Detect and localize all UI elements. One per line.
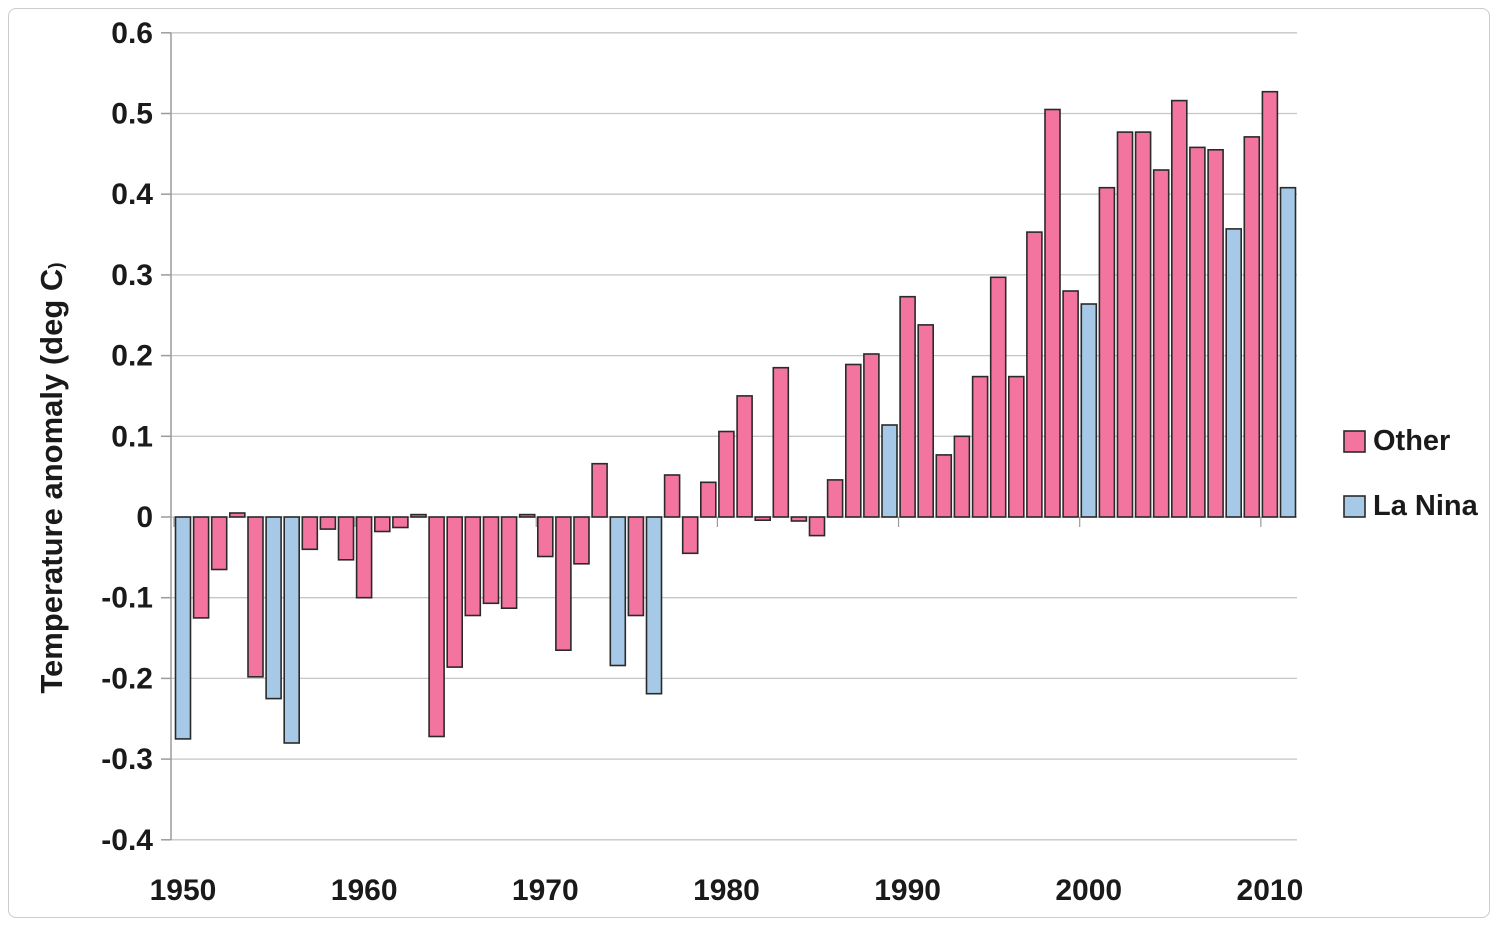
bar-1969-other (518, 513, 536, 518)
bar-1987-other (844, 363, 862, 518)
bar-2006-other (1189, 146, 1206, 518)
bar-1982-other (754, 516, 772, 522)
legend-label-other: Other (1373, 425, 1450, 457)
bar-1985-other (808, 516, 826, 537)
x-tick-label: 1980 (693, 874, 760, 907)
x-tick-label: 2000 (1055, 874, 1122, 907)
bar-1989-la-nina (881, 424, 898, 518)
y-axis-title-paren: ) (46, 262, 67, 268)
bar-1976-la-nina (645, 516, 663, 695)
bar-1992-other (935, 454, 953, 518)
bar-1972-other (573, 516, 590, 565)
bar-1978-other (681, 516, 699, 555)
bar-2008-la-nina (1225, 228, 1242, 518)
y-tick-label: 0.2 (111, 340, 153, 373)
bar-2004-other (1152, 169, 1170, 518)
bar-1960-other (355, 516, 373, 599)
bar-1995-other (989, 276, 1007, 518)
legend: Other La Nina (1343, 425, 1479, 522)
bar-1973-other (591, 462, 608, 518)
bar-2010-other (1261, 90, 1279, 518)
bar-1965-other (446, 516, 464, 668)
bar-1959-other (337, 516, 355, 561)
bar-1993-other (953, 435, 971, 518)
bar-1998-other (1044, 108, 1061, 518)
bar-1997-other (1026, 231, 1043, 518)
x-tick-label: 1960 (331, 874, 398, 907)
bar-1961-other (373, 516, 391, 533)
bar-2011-la-nina (1279, 186, 1297, 518)
bar-1962-other (392, 516, 409, 529)
bar-1951-other (192, 516, 210, 619)
bar-1963-other (410, 513, 427, 518)
bar-1981-other (736, 395, 753, 518)
bar-1975-other (627, 516, 645, 617)
y-tick-label: 0 (136, 501, 153, 534)
bar-1974-la-nina (609, 516, 627, 667)
y-tick-label: -0.1 (101, 582, 153, 615)
y-tick-label: 0.4 (111, 178, 153, 211)
bar-1980-other (718, 430, 735, 518)
bar-1977-other (663, 474, 681, 518)
legend-swatch-other (1343, 430, 1366, 453)
bar-1954-other (247, 516, 264, 678)
bar-2003-other (1134, 131, 1152, 518)
bar-1983-other (772, 366, 790, 518)
y-tick-label: 0.3 (111, 259, 153, 292)
bar-1952-other (210, 516, 228, 571)
y-tick-label: 0.5 (111, 98, 153, 131)
bar-1990-other (899, 295, 916, 518)
y-tick-label: -0.2 (101, 662, 153, 695)
bar-2007-other (1207, 149, 1224, 518)
y-axis-title: Temperature anomaly (deg C) (34, 262, 69, 693)
bar-1971-other (555, 516, 572, 651)
y-tick-label: 0.1 (111, 420, 153, 453)
bar-1984-other (790, 516, 808, 522)
legend-swatch-la-nina (1343, 495, 1366, 518)
plot-area: 0.6 0.5 0.4 0.3 0.2 0.1 0 -0.1 -0.2 -0.3 -0.4 1950 1… (101, 17, 1303, 907)
bar-1970-other (536, 516, 554, 558)
bar-1967-other (482, 516, 500, 605)
bar-1996-other (1007, 375, 1025, 518)
bar-2002-other (1116, 131, 1134, 518)
bar-1950-la-nina (174, 516, 192, 740)
y-tick-label: -0.3 (101, 743, 153, 776)
bar-2009-other (1243, 136, 1261, 518)
x-tick-label: 1950 (150, 874, 217, 907)
bar-1991-other (917, 324, 935, 518)
bar-2001-other (1098, 186, 1116, 518)
bar-1986-other (826, 479, 844, 518)
x-tick-label: 1990 (874, 874, 941, 907)
bar-1968-other (500, 516, 518, 609)
y-tick-label: -0.4 (101, 824, 153, 857)
legend-label-la-nina: La Nina (1373, 490, 1479, 522)
x-tick-label: 2010 (1237, 874, 1304, 907)
x-tick-label: 1970 (512, 874, 579, 907)
bar-1955-la-nina (265, 516, 282, 700)
bar-1953-other (229, 512, 246, 518)
bar-1988-other (863, 353, 880, 518)
bar-1979-other (699, 481, 717, 518)
bar-1966-other (464, 516, 482, 617)
bar-1964-other (428, 516, 445, 738)
y-tick-label: 0.6 (111, 17, 153, 50)
bar-1999-other (1062, 290, 1079, 518)
bar-2000-la-nina (1080, 303, 1098, 518)
bar-1957-other (301, 516, 319, 551)
bar-1994-other (971, 375, 989, 518)
bar-1958-other (319, 516, 337, 530)
bar-1956-la-nina (283, 516, 301, 744)
bar-2005-other (1171, 99, 1188, 518)
